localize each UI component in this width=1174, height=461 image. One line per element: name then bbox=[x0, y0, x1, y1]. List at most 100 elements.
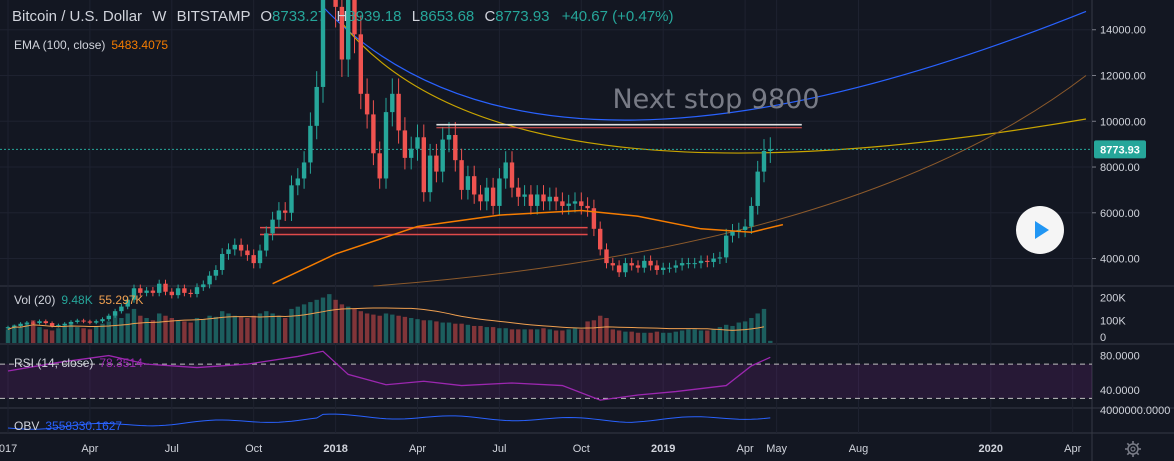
candle bbox=[138, 288, 143, 293]
x-tick-label: May bbox=[766, 443, 787, 455]
volume-bar bbox=[390, 314, 395, 343]
candle bbox=[238, 244, 244, 251]
candle bbox=[667, 267, 672, 269]
candle bbox=[503, 162, 508, 179]
candle bbox=[150, 290, 156, 293]
x-tick-label: 2020 bbox=[979, 443, 1003, 455]
ema-line bbox=[272, 209, 784, 285]
candle bbox=[144, 290, 149, 293]
volume-bar bbox=[698, 330, 704, 343]
candle bbox=[308, 125, 313, 163]
volume-bar bbox=[667, 332, 672, 343]
candle bbox=[226, 249, 231, 254]
x-tick-label: Apr bbox=[1064, 443, 1081, 455]
candle bbox=[427, 155, 433, 193]
gear-icon[interactable] bbox=[1124, 440, 1142, 458]
interval-label[interactable]: W bbox=[152, 8, 167, 25]
x-tick-label: Apr bbox=[409, 443, 426, 455]
volume-bar bbox=[62, 324, 67, 343]
rsi-legend[interactable]: RSI (14, close) 78.3514 bbox=[14, 356, 143, 370]
candle bbox=[692, 263, 697, 265]
play-button[interactable] bbox=[1016, 206, 1064, 254]
candle bbox=[402, 130, 408, 158]
obv-legend[interactable]: OBV 3558330.1627 bbox=[14, 419, 122, 433]
candle bbox=[283, 210, 288, 213]
candle bbox=[371, 114, 376, 154]
volume-bar bbox=[604, 318, 609, 343]
candle bbox=[648, 260, 653, 266]
candle bbox=[49, 323, 55, 327]
candle bbox=[711, 258, 716, 262]
play-icon bbox=[1035, 221, 1049, 239]
candle bbox=[18, 323, 23, 327]
volume-bar bbox=[94, 325, 99, 343]
x-tick-label: Oct bbox=[245, 443, 262, 455]
volume-bar bbox=[12, 324, 17, 343]
chart-header: Bitcoin / U.S. Dollar W BITSTAMP O8733.2… bbox=[12, 8, 673, 25]
volume-bar bbox=[396, 315, 401, 343]
volume-bar bbox=[251, 315, 256, 343]
x-tick-label: 017 bbox=[0, 443, 17, 455]
support-zone bbox=[260, 227, 588, 235]
candle bbox=[43, 321, 48, 324]
candle bbox=[566, 203, 571, 206]
volume-bar bbox=[125, 313, 130, 343]
volume-bar bbox=[528, 329, 534, 343]
candle bbox=[201, 284, 206, 288]
candle bbox=[484, 187, 489, 202]
volume-legend[interactable]: Vol (20) 9.48K 55.297K bbox=[14, 293, 143, 307]
volume-bar bbox=[377, 315, 382, 343]
high-label: H bbox=[336, 8, 348, 25]
volume-ma-line bbox=[7, 307, 765, 331]
x-tick-label: Jul bbox=[165, 443, 179, 455]
volume-bar bbox=[629, 331, 634, 343]
volume-bar bbox=[472, 325, 477, 343]
volume-bar bbox=[692, 329, 697, 343]
volume-bar bbox=[327, 294, 332, 343]
volume-axis-label: 200K bbox=[1100, 293, 1126, 305]
volume-bar bbox=[503, 328, 508, 343]
candle bbox=[742, 226, 748, 230]
volume-bar bbox=[220, 311, 225, 343]
x-tick-label: Jul bbox=[492, 443, 506, 455]
candle bbox=[610, 263, 615, 266]
ema-legend[interactable]: EMA (100, close) 5483.4075 bbox=[14, 38, 168, 52]
candle bbox=[188, 292, 193, 295]
volume-bar bbox=[490, 327, 496, 343]
candle bbox=[339, 6, 345, 60]
candle bbox=[100, 319, 105, 322]
candle bbox=[642, 260, 647, 268]
volume-bar bbox=[409, 318, 414, 343]
symbol-title[interactable]: Bitcoin / U.S. Dollar bbox=[12, 8, 143, 25]
low-value: 8653.68 bbox=[420, 8, 475, 25]
candle bbox=[383, 112, 389, 179]
volume-bar bbox=[736, 322, 741, 343]
volume-bar bbox=[427, 320, 433, 343]
candle bbox=[535, 194, 540, 206]
candle bbox=[446, 134, 452, 140]
volume-bar bbox=[459, 323, 464, 343]
change-value: +40.67 (+0.47%) bbox=[561, 8, 674, 25]
candle bbox=[749, 205, 754, 227]
volume-bar bbox=[257, 313, 263, 343]
candle bbox=[264, 233, 269, 251]
candle bbox=[497, 178, 502, 206]
candle bbox=[245, 250, 250, 256]
candle bbox=[81, 320, 86, 322]
x-tick-label: Aug bbox=[849, 443, 869, 455]
candle bbox=[358, 34, 363, 94]
volume-bar bbox=[213, 316, 219, 343]
volume-bar bbox=[724, 324, 729, 343]
volume-bar bbox=[371, 314, 376, 343]
obv-line bbox=[7, 413, 771, 430]
candle bbox=[616, 265, 622, 273]
candle bbox=[560, 201, 565, 206]
volume-bar bbox=[314, 299, 319, 343]
volume-bar bbox=[68, 322, 74, 343]
candle bbox=[169, 291, 174, 296]
volume-value: 9.48K bbox=[61, 293, 93, 307]
candle bbox=[736, 229, 741, 232]
volume-bar bbox=[163, 315, 168, 343]
candle bbox=[453, 134, 458, 161]
